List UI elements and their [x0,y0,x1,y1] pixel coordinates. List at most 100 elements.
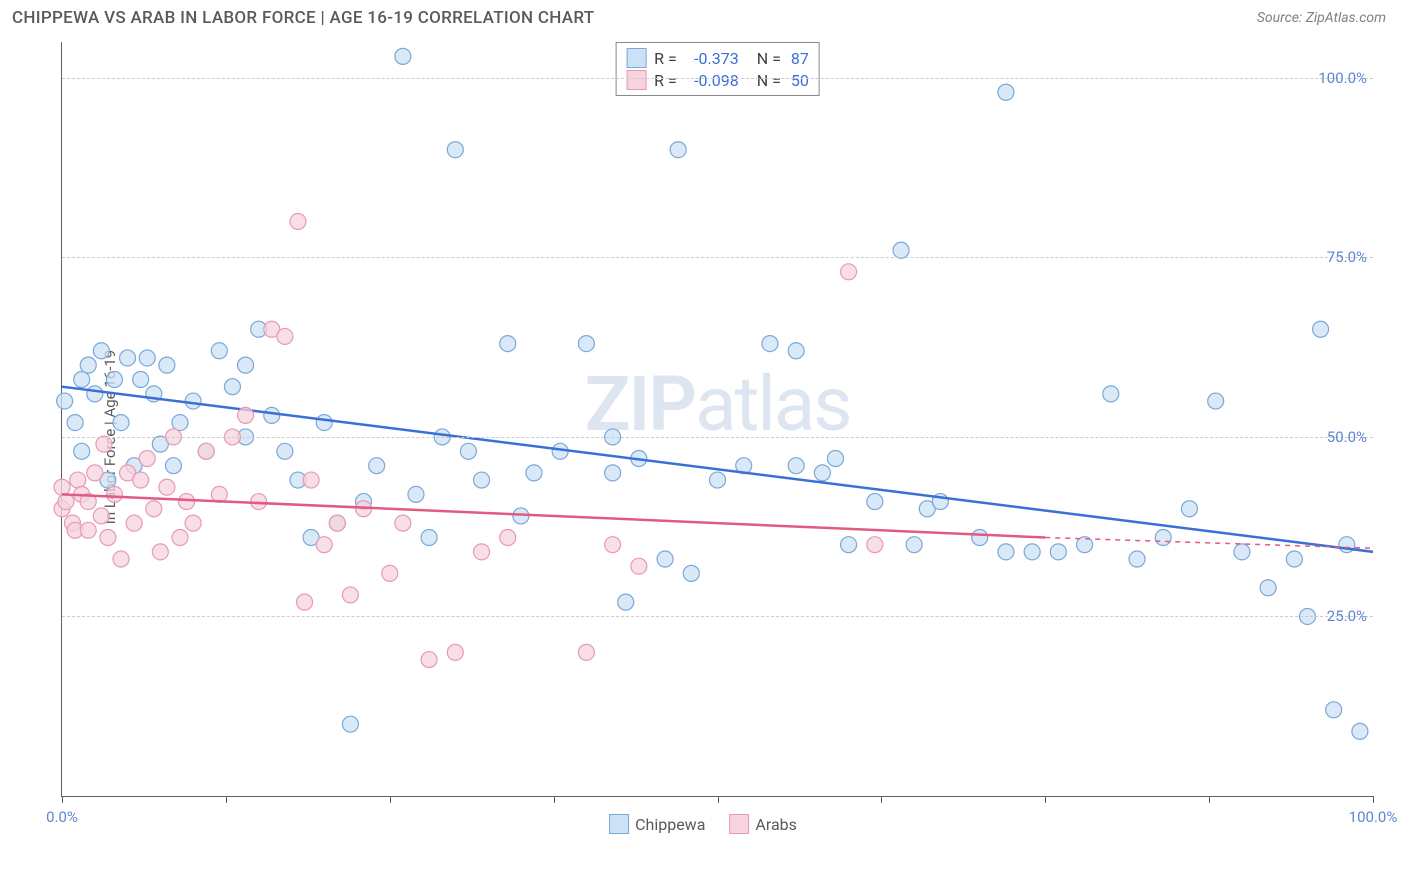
data-point [788,343,804,359]
data-point [80,522,96,538]
data-point [1024,544,1040,560]
data-point [139,350,155,366]
data-point [460,443,476,459]
data-point [605,537,621,553]
data-point [1326,702,1342,718]
data-point [342,716,358,732]
grid-line [62,616,1373,617]
data-point [1155,529,1171,545]
data-point [906,537,922,553]
scatter-svg [62,42,1373,796]
data-point [474,544,490,560]
x-tick [718,796,719,803]
data-point [152,544,168,560]
y-tick-label: 100.0% [1318,69,1367,87]
data-point [264,407,280,423]
y-tick-label: 50.0% [1327,428,1367,446]
data-point [120,350,136,366]
data-point [159,479,175,495]
data-point [500,529,516,545]
data-point [146,501,162,517]
correlation-legend: R = -0.373 N = 87 R = -0.098 N = 50 [615,42,820,96]
data-point [447,644,463,660]
data-point [198,443,214,459]
legend-swatch [729,814,749,834]
data-point [93,508,109,524]
data-point [1129,551,1145,567]
data-point [126,515,142,531]
data-point [382,565,398,581]
r-value: -0.373 [685,49,739,68]
data-point [578,644,594,660]
r-label: R = [654,49,677,68]
data-point [526,465,542,481]
data-point [139,450,155,466]
correlation-legend-row: R = -0.098 N = 50 [626,69,809,91]
data-point [80,357,96,373]
data-point [1313,321,1329,337]
data-point [762,336,778,352]
data-point [408,486,424,502]
x-tick [554,796,555,803]
data-point [421,652,437,668]
plot-area: ZIPatlas R =-0.373N =87R =-0.098N =50 25… [61,42,1373,797]
data-point [867,537,883,553]
data-point [657,551,673,567]
data-point [814,465,830,481]
n-label: N = [757,49,781,68]
legend-label: Arabs [755,815,797,834]
data-point [474,472,490,488]
data-point [395,515,411,531]
data-point [670,142,686,158]
data-point [96,436,112,452]
data-point [972,529,988,545]
r-label: R = [654,71,677,90]
data-point [133,372,149,388]
x-tick [1373,796,1374,803]
x-tick [62,796,63,803]
data-point [710,472,726,488]
data-point [500,336,516,352]
n-value: 50 [791,71,809,90]
x-tick [390,796,391,803]
x-tick [1045,796,1046,803]
n-label: N = [757,71,781,90]
data-point [106,486,122,502]
data-point [113,415,129,431]
y-tick-label: 75.0% [1327,248,1367,266]
data-point [578,336,594,352]
data-point [238,357,254,373]
data-point [1286,551,1302,567]
series-legend: Chippewa Arabs [609,814,797,834]
data-point [1260,580,1276,596]
data-point [179,494,195,510]
correlation-legend-row: R = -0.373 N = 87 [626,47,809,69]
data-point [893,242,909,258]
r-value: -0.098 [685,71,739,90]
data-point [316,537,332,553]
data-point [74,372,90,388]
data-point [618,594,634,610]
data-point [165,458,181,474]
data-point [303,472,319,488]
data-point [1208,393,1224,409]
data-point [106,372,122,388]
legend-item: Chippewa [609,814,705,834]
data-point [1103,386,1119,402]
y-tick-label: 25.0% [1327,607,1367,625]
data-point [54,479,70,495]
data-point [70,472,86,488]
legend-swatch [609,814,629,834]
n-value: 87 [791,49,809,68]
legend-label: Chippewa [635,815,705,834]
data-point [316,415,332,431]
data-point [827,450,843,466]
data-point [297,594,313,610]
data-point [867,494,883,510]
data-point [290,214,306,230]
data-point [631,558,647,574]
data-point [87,465,103,481]
legend-swatch [626,70,646,90]
grid-line [62,78,1373,79]
data-point [172,415,188,431]
